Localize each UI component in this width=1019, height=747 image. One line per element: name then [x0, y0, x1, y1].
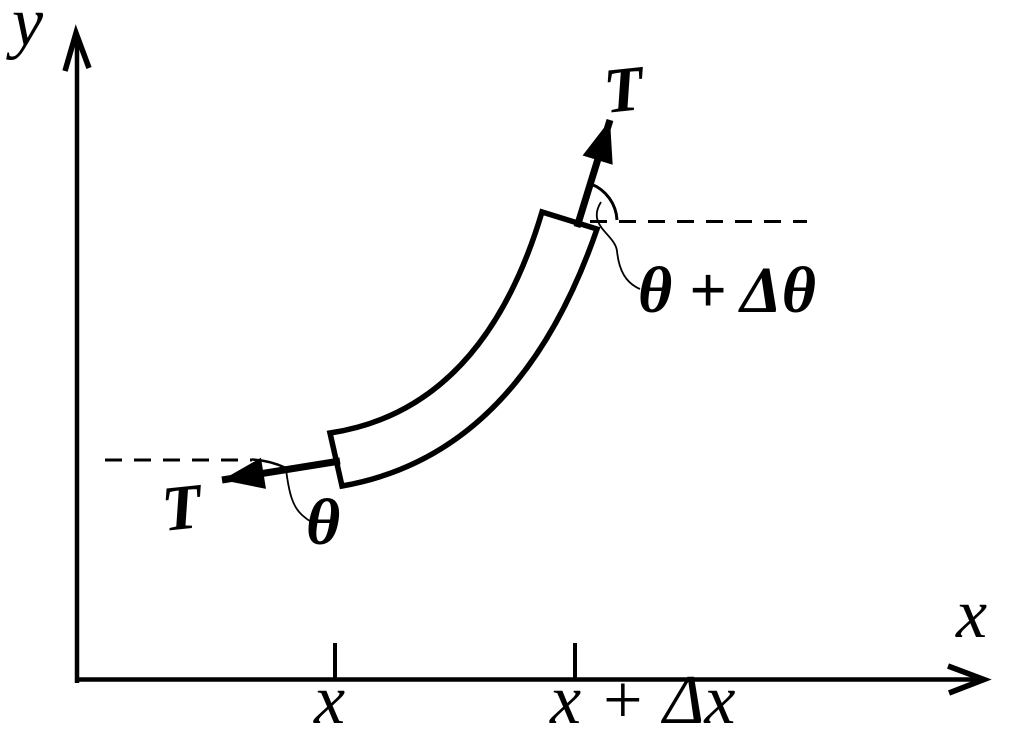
x-axis-label: x — [956, 576, 988, 653]
leader-line-top — [595, 201, 641, 290]
tension-arrow-bottom — [221, 457, 341, 489]
tension-arrow-top — [573, 118, 614, 229]
tension-label-top: T — [600, 52, 647, 127]
angle-label-theta: θ — [306, 486, 341, 559]
angle-label-theta-plus-dtheta: θ + Δθ — [638, 254, 817, 327]
angle-arc-bottom — [251, 458, 287, 470]
tension-label-bottom: T — [158, 470, 205, 545]
y-axis-label: y — [12, 0, 44, 61]
tick-label-x: x — [314, 662, 346, 739]
x-axis-arrowhead-icon — [947, 663, 992, 696]
tick-label-x-plus-dx: x + Δx — [550, 662, 736, 739]
y-axis-arrowhead-icon — [62, 24, 92, 72]
string-element-band — [326, 208, 601, 490]
leader-line-bottom — [285, 468, 316, 524]
angle-arc-top — [590, 182, 619, 221]
